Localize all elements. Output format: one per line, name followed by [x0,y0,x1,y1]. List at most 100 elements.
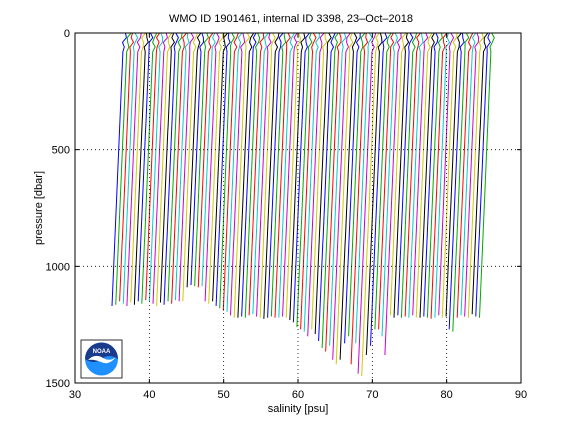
y-tick-label: 1000 [46,261,70,273]
logo-label: NOAA [93,349,111,355]
profile-line [226,32,243,312]
profile-line [344,32,361,344]
profile-line [194,32,209,287]
profile-line [204,32,220,302]
x-tick-label: 50 [218,389,230,401]
chart-title: WMO ID 1901461, internal ID 3398, 23–Oct… [169,13,413,25]
profile-line [215,32,231,307]
profile-line [464,32,480,317]
profile-line [434,32,451,318]
profile-line [441,32,458,318]
profile-line [332,32,351,360]
profile-line [126,32,142,307]
logo-bird [88,355,116,364]
profile-line [448,32,465,330]
profile-line [256,32,272,317]
profile-line [456,32,474,318]
profile-line [361,32,380,377]
x-tick-label: 60 [292,389,304,401]
profile-line [171,32,187,304]
profile-line [141,32,158,304]
profile-line [122,32,139,304]
profile-line [321,32,339,349]
profile-line [156,32,173,307]
profile-line [365,32,383,356]
profile-line [182,32,199,302]
profile-line [282,32,298,317]
profile-line [350,32,369,365]
profile-line [419,32,435,318]
profile-line [426,32,443,318]
profile-line [393,32,410,318]
profile-line [374,32,392,330]
profile-line [445,32,462,317]
profile-line [348,32,366,337]
profile-line [314,32,332,335]
profile-line [174,32,190,301]
profile-line [111,32,127,307]
profile-line [408,32,424,318]
profile-line [237,32,255,318]
profile-line [208,32,224,304]
x-tick-label: 80 [441,389,453,401]
profile-line [438,32,455,316]
y-tick-label: 0 [64,28,70,40]
profile-line [267,32,284,318]
profile-lines [111,32,495,377]
x-tick-label: 70 [366,389,378,401]
profile-line [197,32,214,288]
profile-line [397,32,414,316]
profile-line [115,32,132,305]
profile-line [452,32,470,332]
profile-line [467,32,484,318]
profile-line [270,32,287,317]
profile-line [415,32,433,318]
x-axis-title: salinity [psu] [268,403,329,415]
profile-line [412,32,429,316]
profile-line [300,32,317,330]
profile-line [400,32,418,318]
profile-line [137,32,154,302]
profile-line [311,32,328,330]
y-axis-title: pressure [dbar] [33,171,45,245]
profile-line [186,32,202,288]
profile-line [230,32,246,316]
profile-line [130,32,146,303]
profile-line [145,32,161,301]
profile-line [475,32,491,317]
profile-line [233,32,250,318]
profile-line [335,32,354,365]
profile-line [148,32,164,302]
profile-line [318,32,336,342]
profile-line [289,32,306,321]
profile-line [152,32,168,304]
axis-ticks: 30 40 50 60 70 80 90 0 500 1000 1500 [46,28,528,401]
x-tick-label: 90 [515,389,527,401]
profile-line [212,32,228,302]
profile-line [219,32,235,309]
profile-line [384,32,402,356]
profile-line [285,32,301,318]
profile-line [160,32,175,303]
x-tick-label: 30 [69,389,81,401]
profile-line [357,32,377,374]
profile-line [378,32,395,330]
x-tick-label: 40 [143,389,155,401]
profile-line [292,32,310,323]
profile-line [190,32,205,286]
profile-line [178,32,195,302]
profile-line [430,32,448,319]
profile-line [263,32,280,319]
noaa-logo: NOAA [80,339,123,379]
profile-line [274,32,291,318]
profile-line [325,32,342,352]
profile-line [119,32,135,302]
profile-line [307,32,325,337]
y-tick-label: 500 [52,145,70,157]
profile-line [259,32,276,318]
profile-line [133,32,149,305]
profile-line [381,32,398,337]
profile-line [244,32,261,318]
profile-line [460,32,477,316]
